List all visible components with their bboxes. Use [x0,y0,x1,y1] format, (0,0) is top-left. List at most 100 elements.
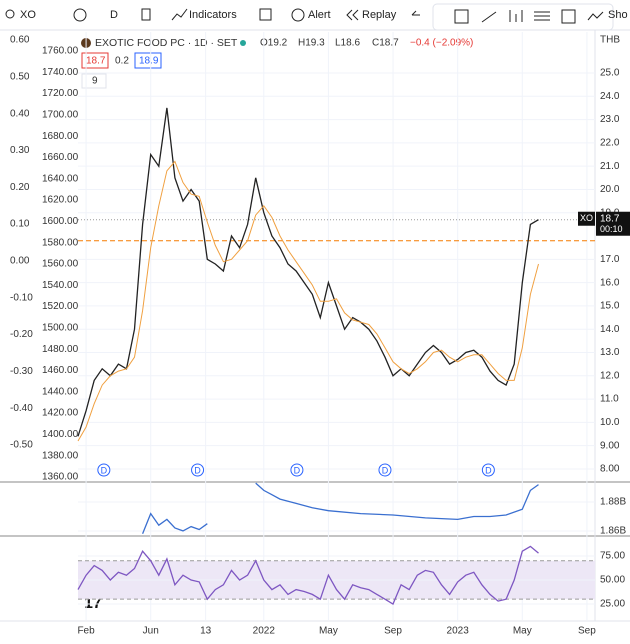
x-tick-label: May [319,626,338,637]
y-tick-label: 24.0 [600,91,620,102]
price-tag [596,211,630,236]
replay-icon[interactable] [346,9,359,21]
x-tick-label: Jun [143,626,159,637]
left-tick-label: -0.30 [10,366,33,377]
left-tick-label: 1620.00 [42,195,79,206]
left-tick-label: 1700.00 [42,110,79,121]
draw-fib[interactable] [509,10,523,22]
dividend-marker [290,463,304,477]
legend-change: −0.4 (−2.09%) [410,38,473,49]
draw-rect[interactable] [454,9,469,24]
x-tick-label: 13 [200,626,212,637]
left-tick-label: 1400.00 [42,429,79,440]
left-tick-label: 0.50 [10,71,30,82]
left-tick-label: 1600.00 [42,216,79,227]
left-tick-label: 1680.00 [42,131,79,142]
interval[interactable]: D [110,9,118,21]
count-box[interactable] [81,73,107,89]
y-tick-label: 1.86B [600,526,626,537]
currency: THB [600,35,620,46]
y-tick-label: 20.0 [600,184,620,195]
legend-title: EXOTIC FOOD PC · 1D · SET [95,37,238,49]
y-tick-label: 10.0 [600,417,620,428]
status-dot [240,40,246,46]
series-line [77,107,539,437]
price-tag-countdown: 00:10 [600,224,623,234]
left-tick-label: 1740.00 [42,67,79,78]
alert[interactable]: Alert [308,9,331,21]
draw-trend[interactable] [481,11,497,23]
left-tick-label: 1580.00 [42,237,79,248]
left-tick-label: 1720.00 [42,88,79,99]
left-tick-label: 1360.00 [42,472,79,483]
bid-box[interactable] [81,52,109,69]
price-tag-symbol: XO [580,213,593,223]
layouts[interactable] [259,8,272,21]
dividend-label: D [101,465,108,475]
y-tick-label: 11.0 [600,394,619,405]
x-tick-label: Sep [384,626,402,637]
y-tick-label: 15.0 [600,301,620,312]
alert-icon[interactable] [291,8,305,22]
y-tick-label: 21.0 [600,161,620,172]
dividend-marker [481,463,495,477]
x-tick-label: 2023 [447,626,470,637]
left-tick-label: 0.60 [10,35,30,46]
ask: 18.9 [139,56,159,67]
indicators[interactable]: Indicators [189,9,237,21]
add-symbol[interactable] [73,8,87,22]
chart-style[interactable] [141,8,151,21]
series-line [255,482,539,521]
draw-path[interactable] [587,11,604,21]
left-tick-label: 1560.00 [42,259,79,270]
draw-measure[interactable] [561,9,576,24]
y-tick-label: 14.0 [600,324,620,335]
y-tick-label: 17.0 [600,254,620,265]
left-tick-label: 0.10 [10,219,30,230]
series-line [77,545,539,605]
y-tick-label: 25.0 [600,68,620,79]
dividend-label: D [382,465,389,475]
spread: 0.2 [115,56,129,67]
left-tick-label: 1640.00 [42,173,79,184]
dividend-label: D [294,465,301,475]
left-tick-label: -0.40 [10,403,33,414]
symbol[interactable]: XO [20,9,36,21]
left-tick-label: 1760.00 [42,46,79,57]
count: 9 [92,76,98,87]
legend-low: L18.6 [335,38,360,49]
price-tag [578,211,595,226]
bid: 18.7 [86,56,106,67]
draw-lines[interactable] [534,11,550,21]
series-line [141,512,208,535]
y-tick-label: 9.00 [600,440,620,451]
replay[interactable]: Replay [362,9,397,21]
dividend-marker [97,463,111,477]
y-tick-label: 50.00 [600,575,625,586]
x-tick-label: 2022 [253,626,276,637]
y-tick-label: 23.0 [600,114,620,125]
legend-high: H19.3 [298,38,325,49]
left-tick-label: 1380.00 [42,450,79,461]
y-tick-label: 22.0 [600,138,620,149]
legend-open: O19.2 [260,38,288,49]
left-tick-label: 1540.00 [42,280,79,291]
search-icon[interactable] [5,9,15,19]
y-tick-label: 12.0 [600,370,620,381]
dividend-label: D [485,465,492,475]
x-tick-label: Feb [77,626,95,637]
left-tick-label: 1520.00 [42,301,79,312]
more[interactable]: Sho [608,9,628,21]
left-tick-label: 0.00 [10,256,30,267]
x-tick-label: May [513,626,532,637]
left-tick-label: -0.20 [10,329,33,340]
price-tag-value: 18.7 [600,213,620,224]
indicators-icon[interactable] [171,8,188,21]
left-tick-label: 1500.00 [42,323,79,334]
y-tick-label: 8.00 [600,464,620,475]
left-tick-label: 1660.00 [42,152,79,163]
ask-box[interactable] [134,52,162,69]
undo[interactable] [411,10,420,16]
